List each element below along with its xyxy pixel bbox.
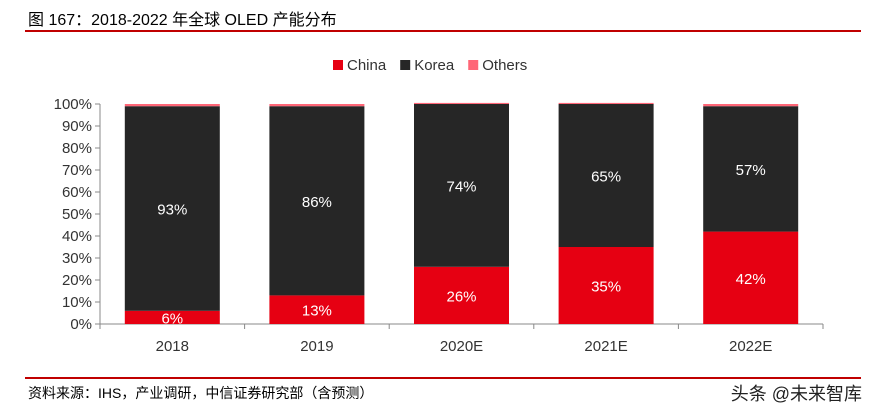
bar-korea — [269, 106, 365, 296]
bar-korea — [414, 104, 509, 267]
y-tick-label: 0% — [70, 316, 92, 333]
bottom-rule — [25, 377, 861, 379]
y-tick-label: 40% — [62, 228, 92, 245]
y-tick-label: 90% — [62, 118, 92, 135]
x-tick-label: 2019 — [300, 338, 333, 355]
bar-others — [269, 104, 365, 107]
bar-korea — [124, 106, 220, 311]
bar-china — [269, 295, 365, 324]
x-tick-label: 2020E — [440, 338, 483, 355]
bar-others — [414, 102, 509, 104]
data-label-korea: 93% — [157, 202, 187, 219]
data-label-china: 6% — [161, 310, 183, 327]
bar-korea — [703, 106, 799, 232]
data-label-korea: 57% — [736, 162, 766, 179]
data-label-china: 13% — [302, 303, 332, 320]
bar-china — [703, 231, 799, 324]
x-tick-label: 2018 — [156, 338, 189, 355]
data-label-korea: 74% — [446, 178, 476, 195]
bar-others — [703, 104, 799, 107]
legend-label-china: China — [347, 57, 387, 74]
y-tick-label: 60% — [62, 184, 92, 201]
legend-label-others: Others — [482, 57, 527, 74]
bar-others — [558, 102, 654, 104]
bar-china — [124, 310, 220, 324]
data-label-china: 35% — [591, 279, 621, 296]
y-tick-label: 30% — [62, 250, 92, 267]
bar-china — [414, 266, 509, 324]
source-note: 资料来源：IHS，产业调研，中信证券研究部（含预测） — [28, 385, 374, 401]
data-label-china: 26% — [446, 288, 476, 305]
y-tick-label: 70% — [62, 162, 92, 179]
legend-swatch-china — [333, 60, 343, 70]
legend-label-korea: Korea — [414, 57, 455, 74]
bar-korea — [558, 104, 654, 247]
legend-swatch-korea — [400, 60, 411, 70]
data-label-korea: 65% — [591, 169, 621, 186]
data-label-china: 42% — [736, 271, 766, 288]
bar-china — [558, 247, 654, 324]
y-tick-label: 50% — [62, 206, 92, 223]
top-rule — [25, 30, 861, 32]
figure-title: 图 167：2018-2022 年全球 OLED 产能分布 — [28, 12, 337, 29]
bar-others — [124, 104, 220, 107]
y-tick-label: 10% — [62, 294, 92, 311]
x-tick-label: 2022E — [729, 338, 772, 355]
y-tick-label: 20% — [62, 272, 92, 289]
watermark: 头条 @未来智库 — [730, 384, 862, 404]
x-tick-label: 2021E — [584, 338, 627, 355]
legend-swatch-others — [468, 60, 479, 70]
y-tick-label: 80% — [62, 140, 92, 157]
y-tick-label: 100% — [54, 96, 92, 113]
data-label-korea: 86% — [302, 194, 332, 211]
